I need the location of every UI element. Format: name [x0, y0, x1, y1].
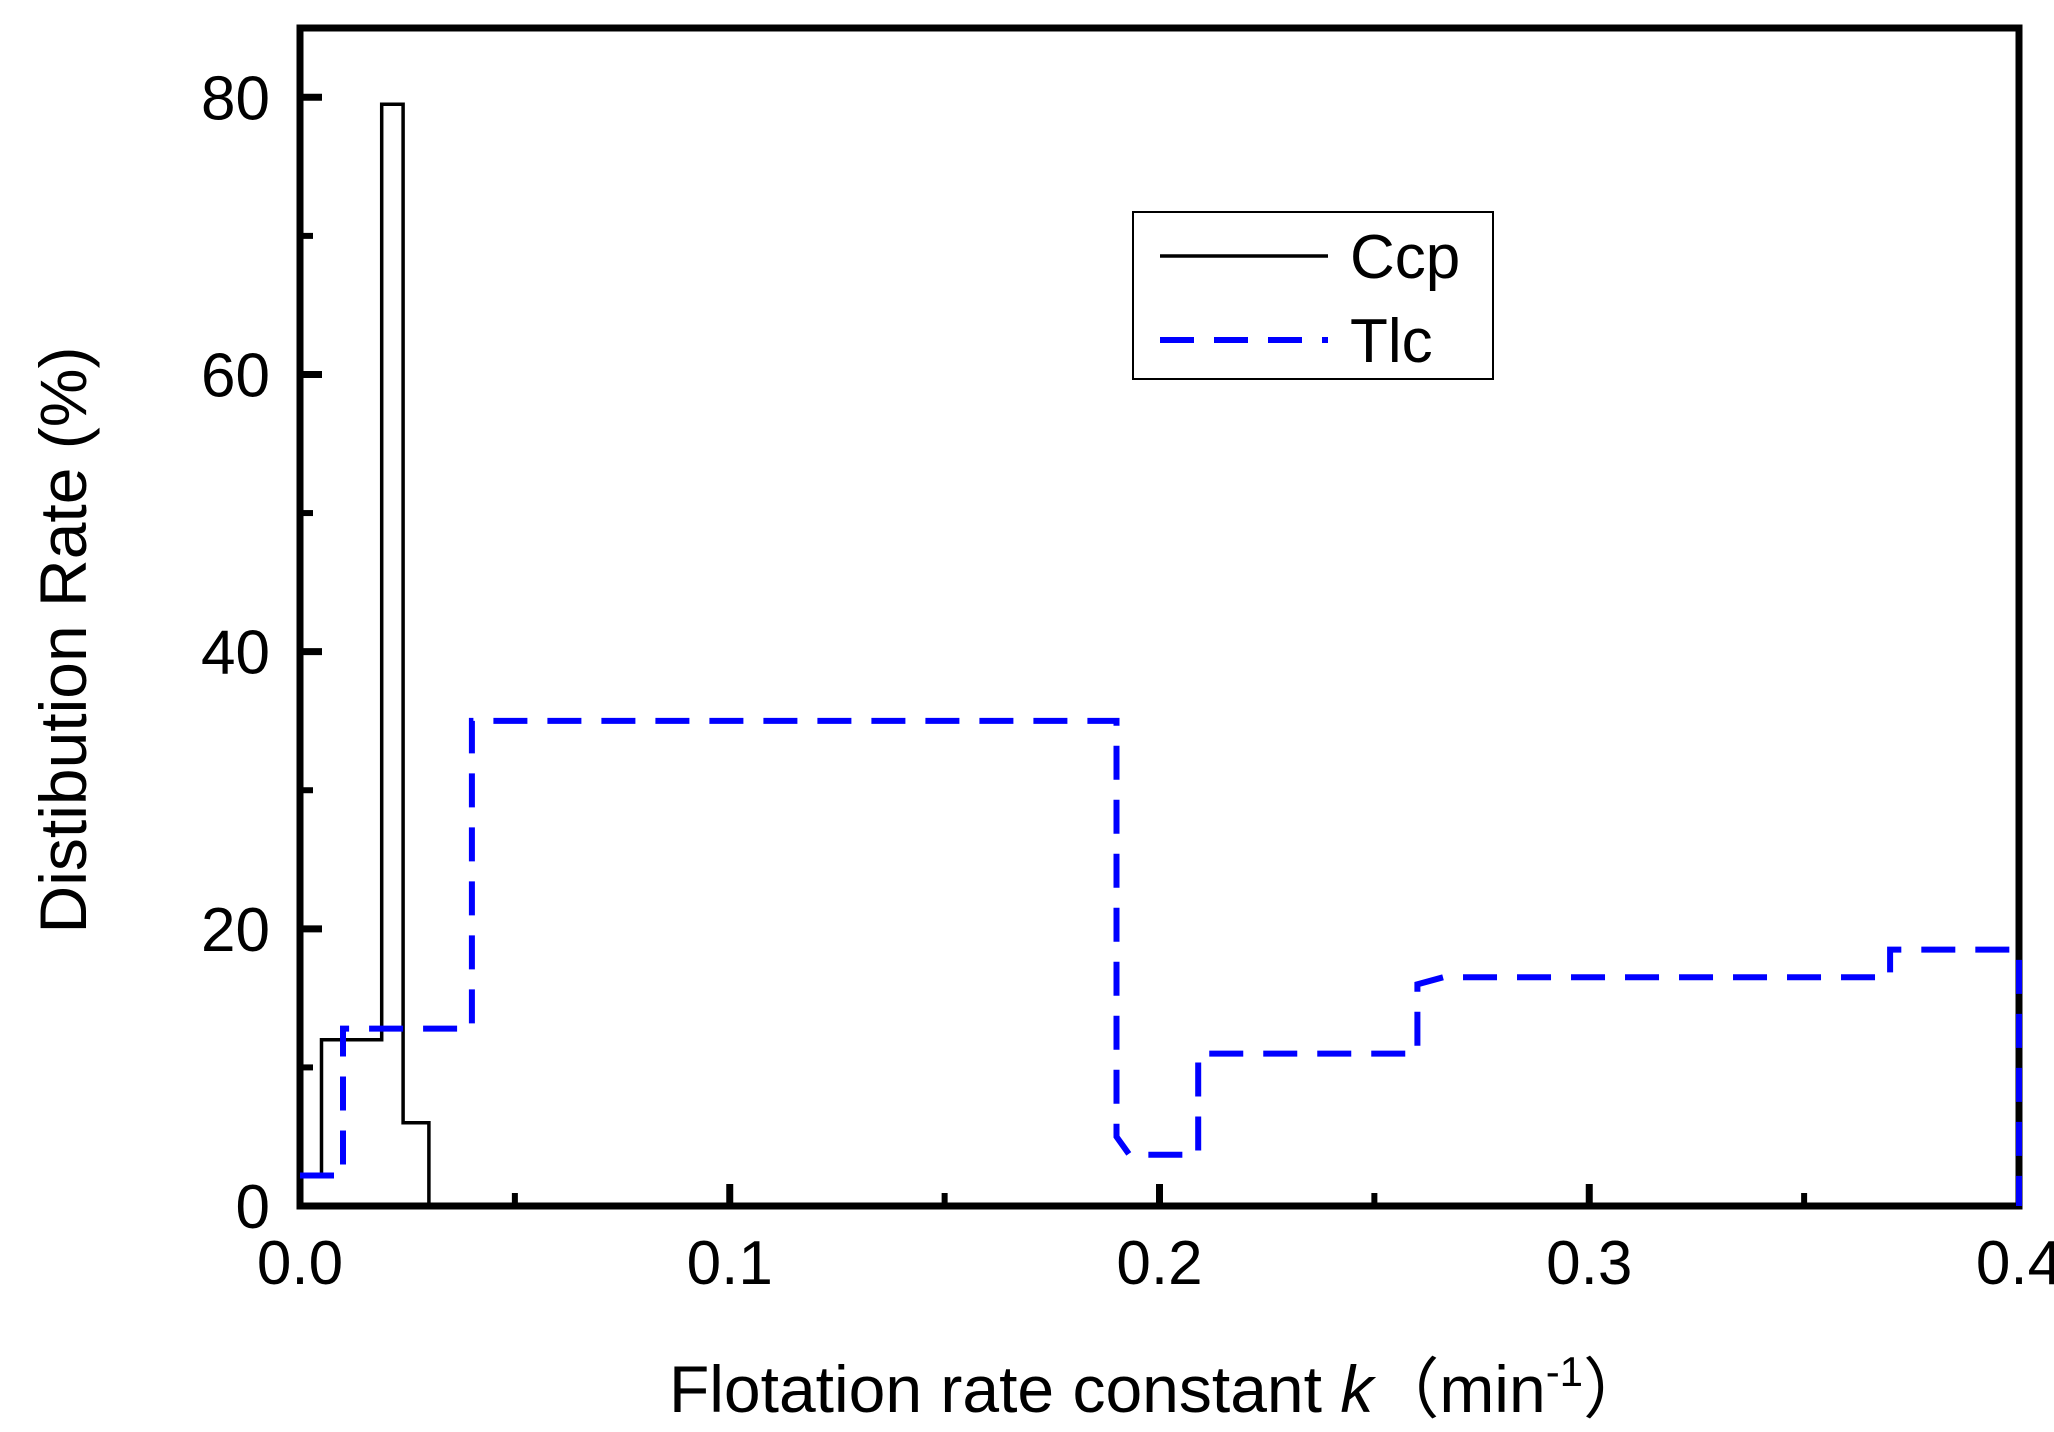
legend-box — [1132, 211, 1494, 380]
series-line-tlc — [300, 717, 2022, 1206]
legend-label-ccp: Ccp — [1350, 223, 1460, 292]
legend-label-tlc: Tlc — [1350, 307, 1433, 376]
x-tick-label: 0.3 — [1546, 1229, 1632, 1298]
y-tick-label: 60 — [201, 341, 270, 410]
y-tick-label: 20 — [201, 896, 270, 965]
x-axis-title: Flotation rate constant k（min-1） — [669, 1348, 1649, 1426]
y-tick-label: 40 — [201, 619, 270, 688]
x-axis: 0.0 0.1 0.2 0.3 0.4 — [257, 1184, 2054, 1298]
x-tick-label: 0.4 — [1976, 1229, 2054, 1298]
x-tick-label: 0.2 — [1116, 1229, 1202, 1298]
legend: Ccp Tlc — [1132, 211, 1494, 380]
x-tick-label: 0.1 — [687, 1229, 773, 1298]
series-line-ccp — [300, 102, 431, 1206]
y-axis-title: Distibution Rate (%) — [26, 347, 100, 934]
x-tick-label: 0.0 — [257, 1229, 343, 1298]
y-tick-label: 80 — [201, 64, 270, 133]
y-axis: 0 20 40 60 80 — [201, 64, 322, 1242]
y-tick-label: 0 — [236, 1173, 270, 1242]
